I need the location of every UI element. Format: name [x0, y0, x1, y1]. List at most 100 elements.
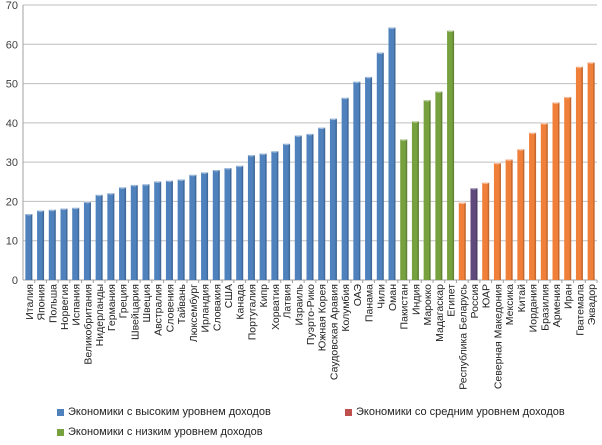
bar: [400, 139, 408, 280]
bar: [423, 100, 431, 280]
bar-cap: [224, 166, 232, 170]
bar-shade: [440, 91, 443, 280]
bar: [587, 62, 595, 280]
x-tick-label: Пакистан: [399, 284, 411, 330]
bar-cap: [271, 149, 279, 153]
bar-cap: [72, 206, 80, 210]
x-tick-label: Северная Македония: [492, 284, 504, 389]
bar-cap: [482, 181, 490, 185]
bar-shade: [171, 180, 173, 280]
bar-cap: [540, 121, 548, 125]
bar-shade: [300, 135, 302, 280]
bar: [388, 27, 396, 281]
bar: [552, 102, 560, 280]
legend-label-middle: Экономики со средним уровнем доходов: [356, 406, 565, 418]
bar-shade: [218, 170, 220, 280]
legend-label-low: Экономики с низким уровнем доходов: [68, 426, 263, 438]
x-tick-label: Республика Беларусь: [457, 283, 469, 389]
bar-shade: [581, 66, 583, 280]
x-tick-label: Панама: [364, 284, 376, 322]
bar-shade: [499, 162, 501, 280]
x-tick-label: Иран: [563, 284, 575, 309]
x-tick-label: Пуэрто-Рико: [305, 284, 317, 345]
bar: [72, 207, 80, 280]
bar: [37, 210, 45, 280]
bar: [60, 208, 68, 280]
bar-cap: [447, 29, 455, 33]
bar: [575, 66, 583, 280]
bar-cap: [165, 179, 173, 183]
bar: [306, 133, 314, 280]
bar: [482, 182, 490, 280]
bar-cap: [529, 131, 537, 135]
bar-cap: [423, 98, 431, 102]
bar: [294, 135, 302, 280]
bar: [540, 123, 548, 280]
x-tick-label: Япония: [36, 284, 48, 320]
bar-cap: [83, 200, 91, 204]
bar-shade: [405, 139, 408, 280]
bar-cap: [25, 212, 33, 216]
bar-cap: [517, 147, 525, 151]
bar-shade: [148, 184, 150, 280]
bar: [283, 143, 291, 280]
bar-cap: [95, 193, 103, 197]
bar-cap: [37, 208, 45, 212]
bar: [341, 97, 349, 280]
bar: [48, 209, 56, 280]
bar-cap: [376, 51, 384, 55]
bar-shade: [323, 127, 326, 280]
x-tick-label: Италия: [24, 284, 36, 320]
bar-cap: [470, 186, 478, 190]
x-tick-label: Гватемала: [574, 284, 586, 336]
x-tick-label: Кипр: [258, 284, 270, 308]
x-tick-label: Австралия: [153, 284, 165, 336]
x-tick-label: Бразилия: [539, 284, 551, 331]
x-tick-label: Хорватия: [270, 284, 282, 330]
y-tick-label: 50: [6, 79, 18, 91]
y-tick-label: 0: [12, 275, 18, 287]
x-tick-label: Люксембург: [188, 284, 200, 342]
x-tick-label: ОАЭ: [352, 284, 364, 307]
bar-cap: [236, 164, 244, 168]
bar: [564, 96, 572, 280]
bar-cap: [353, 80, 361, 84]
bar-cap: [119, 185, 127, 189]
legend-swatch-middle: [345, 408, 352, 416]
bar-shade: [276, 151, 279, 280]
bar-shade: [558, 102, 560, 280]
bar-shade: [112, 193, 115, 280]
bar-cap: [154, 179, 162, 183]
bar-cap: [60, 207, 68, 210]
bar: [130, 184, 138, 280]
bar: [411, 121, 419, 281]
bar-shade: [265, 153, 267, 280]
bar: [493, 162, 501, 280]
bar-cap: [247, 153, 255, 157]
legend-swatch-high: [57, 408, 64, 416]
x-tick-label: Чили: [375, 284, 387, 309]
bar: [271, 151, 279, 280]
bar: [447, 30, 455, 280]
bar-shade: [230, 168, 232, 280]
bar: [318, 127, 326, 280]
x-tick-label: Израиль: [293, 283, 305, 325]
bar: [259, 153, 267, 280]
bar-cap: [212, 168, 220, 172]
x-tick-label: США: [223, 284, 235, 308]
bar-shade: [394, 27, 396, 281]
bar-shade: [522, 149, 525, 280]
bar-shade: [159, 181, 162, 280]
x-tick-label: Индия: [410, 284, 422, 315]
bar-shade: [89, 201, 91, 280]
x-tick-label: Колумбия: [340, 284, 352, 332]
bar: [529, 132, 537, 280]
bar-shade: [77, 207, 80, 280]
x-tick-label: Ирландия: [200, 284, 212, 332]
bar-cap: [400, 137, 408, 141]
bar-cap: [259, 152, 267, 155]
bar-shade: [54, 209, 56, 280]
bar-cap: [189, 173, 197, 177]
bar-shade: [593, 62, 595, 280]
